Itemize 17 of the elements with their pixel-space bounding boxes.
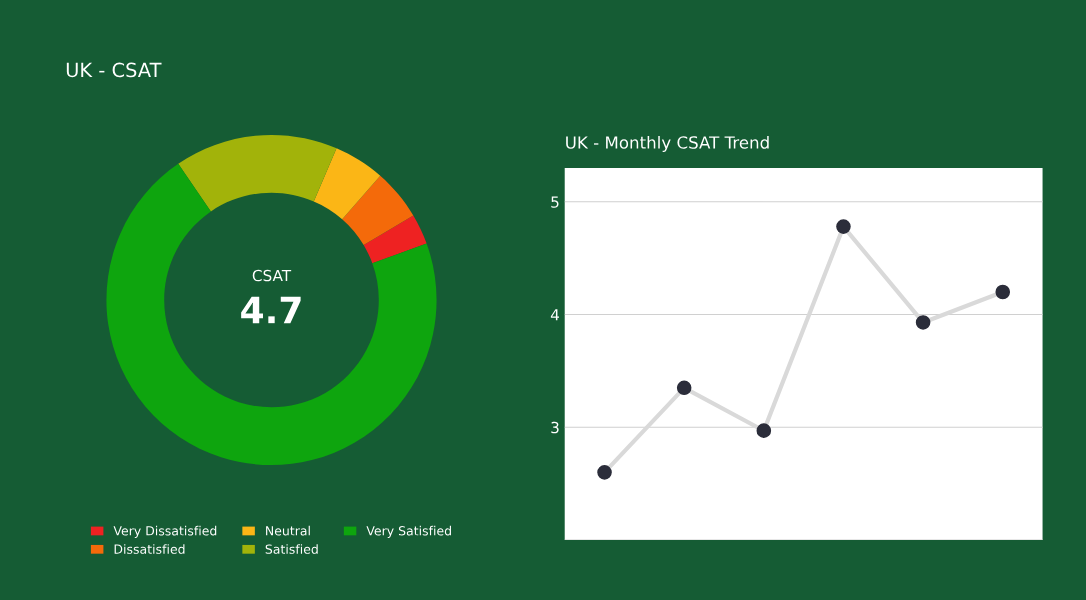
y-tick-label: 5	[551, 196, 559, 208]
legend-label: Very Satisfied	[366, 525, 451, 538]
text: CSAT	[252, 269, 292, 282]
chart-title: UK - Monthly CSAT Trend	[566, 135, 769, 153]
legend-label: Dissatisfied	[114, 544, 185, 554]
donut-slice	[313, 148, 381, 220]
y-tick-label: 4	[550, 309, 559, 321]
legend-label: Neutral	[266, 525, 310, 536]
legend-label: Very Dissatisfied	[113, 525, 217, 538]
text: 4.7	[241, 296, 301, 324]
donut-slice	[178, 134, 337, 212]
donut-slice	[106, 163, 437, 466]
chart-title: UK - CSAT	[66, 62, 162, 78]
legend-label: Satisfied	[265, 544, 318, 554]
donut-slice	[363, 215, 427, 264]
donut-slice	[342, 175, 414, 246]
y-tick-label: 3	[551, 421, 559, 434]
